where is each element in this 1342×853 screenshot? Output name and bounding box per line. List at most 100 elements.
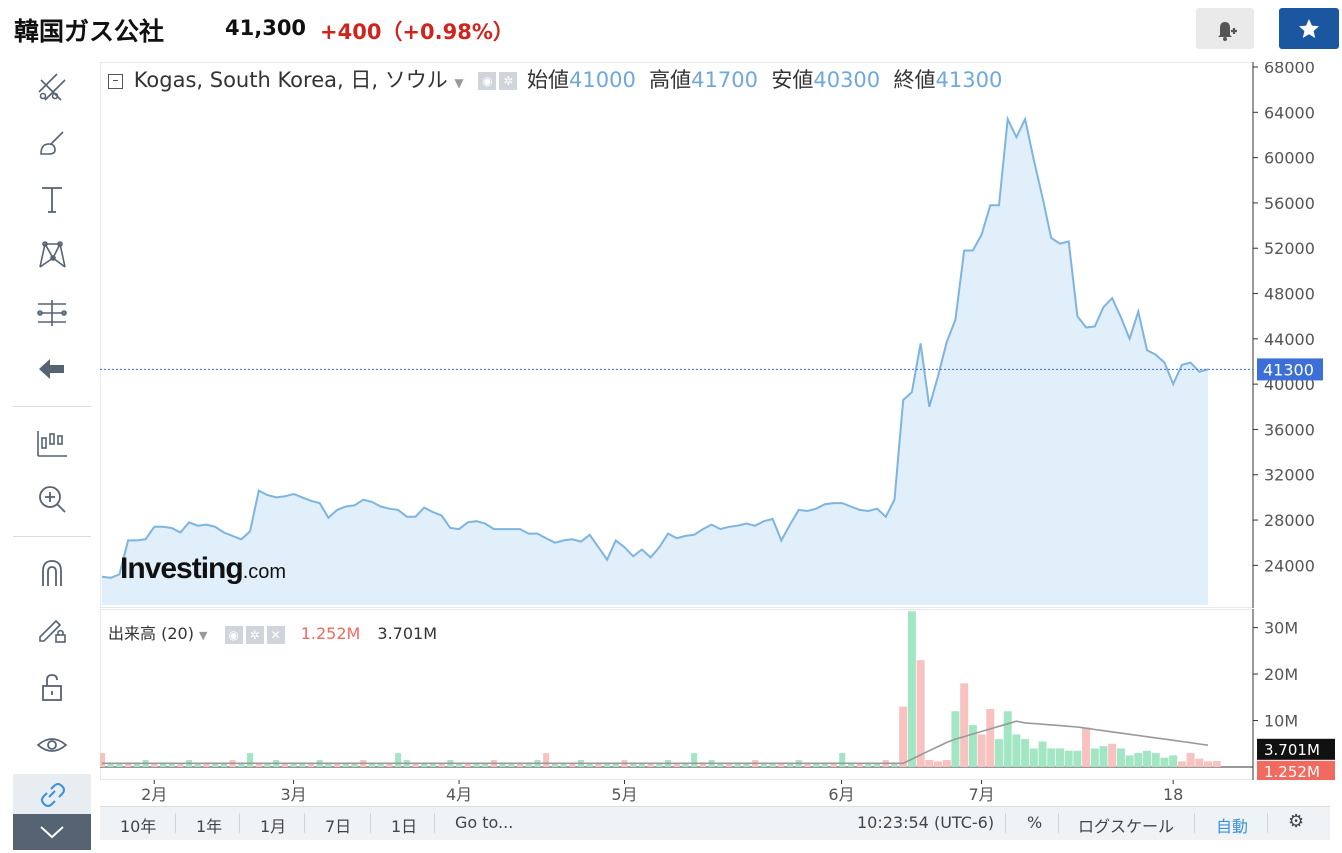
- time-axis[interactable]: 2月 3月 4月 5月 6月 7月 18: [100, 780, 1342, 806]
- y-tick-label: 48000: [1264, 285, 1315, 304]
- magnet-button[interactable]: [13, 548, 91, 598]
- range-1m-button[interactable]: 1月: [260, 817, 287, 836]
- drawing-toolbar: [13, 62, 93, 853]
- volume-bar: [682, 763, 689, 767]
- link-button[interactable]: [13, 774, 91, 814]
- text-tool[interactable]: [13, 174, 91, 224]
- magnet-icon: [42, 560, 62, 586]
- y-tick-label: 32000: [1264, 466, 1315, 485]
- close-value: 41300: [935, 68, 1003, 92]
- range-10y-button[interactable]: 10年: [120, 817, 157, 836]
- volume-bar: [116, 763, 123, 767]
- settings-gear-icon[interactable]: ⚙: [1288, 811, 1305, 832]
- gear-icon[interactable]: ✲: [245, 625, 264, 644]
- chart-area[interactable]: 24000 28000 32000 36000 40000 44000 48000 52000…: [100, 62, 1342, 853]
- hide-toolbar-button[interactable]: [13, 344, 91, 394]
- y-tick-label: 24000: [1264, 556, 1315, 575]
- volume-bar: [421, 763, 428, 767]
- volume-bar: [1195, 758, 1204, 767]
- volume-chart[interactable]: 10M 20M 30M 3.701M 1.252M: [100, 609, 1342, 780]
- page-header: 韓国ガス公社 41,300 +400（+0.98%）: [0, 0, 1342, 62]
- chevron-down-icon[interactable]: ▼: [454, 76, 464, 90]
- volume-bar: [482, 763, 489, 767]
- volume-bar: [1151, 753, 1160, 767]
- log-scale-toggle[interactable]: ログスケール: [1078, 817, 1175, 836]
- visibility-button[interactable]: [13, 720, 91, 770]
- volume-bar: [525, 763, 532, 767]
- gear-icon[interactable]: ✲: [499, 72, 518, 90]
- volume-bar: [977, 734, 986, 767]
- range-7d-button[interactable]: 7日: [325, 817, 352, 836]
- close-label: 終値: [893, 68, 936, 92]
- volume-bar: [438, 763, 445, 767]
- unlock-icon: [42, 674, 62, 701]
- pattern-icon: [39, 241, 66, 268]
- cross-lines-icon: [38, 73, 66, 101]
- volume-bar: [1021, 739, 1030, 767]
- eye-icon: [36, 738, 68, 752]
- lock-drawings-button[interactable]: [13, 604, 91, 654]
- chart-type-button[interactable]: [13, 418, 91, 468]
- volume-bar: [1143, 750, 1152, 767]
- volume-bar: [334, 763, 341, 767]
- eye-icon[interactable]: ◉: [478, 72, 497, 90]
- range-1y-button[interactable]: 1年: [196, 817, 223, 836]
- volume-bar: [1177, 761, 1186, 767]
- brush-tool[interactable]: [13, 118, 91, 168]
- zoom-in-button[interactable]: [13, 474, 91, 524]
- volume-ma-line: [102, 720, 1209, 765]
- low-value: 40300: [813, 68, 881, 92]
- divider: [1267, 813, 1268, 833]
- volume-bar: [1012, 734, 1021, 767]
- cross-lines-tool[interactable]: [13, 62, 91, 112]
- eye-icon[interactable]: ◉: [224, 625, 243, 644]
- volume-bar: [778, 763, 785, 767]
- auto-scale-toggle[interactable]: 自動: [1216, 817, 1249, 836]
- volume-bar: [994, 739, 1003, 767]
- volume-bar: [1090, 748, 1099, 767]
- close-icon[interactable]: ✕: [266, 625, 285, 644]
- volume-bar: [595, 763, 602, 767]
- zoom-in-icon: [39, 486, 66, 513]
- divider: [1194, 813, 1195, 833]
- y-tick-label: 44000: [1264, 330, 1315, 349]
- volume-bar: [1099, 746, 1108, 767]
- volume-bar: [986, 708, 995, 767]
- volume-bar: [203, 763, 210, 767]
- volume-bar: [804, 763, 811, 767]
- price-legend: – Kogas, South Korea, 日, ソウル ▼ ◉ ✲ 始値4100…: [108, 64, 1002, 94]
- pattern-tool[interactable]: [13, 230, 91, 280]
- volume-bar: [429, 763, 436, 767]
- volume-bar: [656, 763, 663, 767]
- volume-ma-value: 3.701M: [377, 624, 437, 643]
- price-change: +400（+0.98%）: [320, 20, 514, 44]
- unlock-button[interactable]: [13, 662, 91, 712]
- volume-bar: [125, 763, 132, 767]
- high-label: 高値: [649, 68, 692, 92]
- y-tick-label: 56000: [1264, 194, 1315, 213]
- link-icon: [41, 783, 65, 807]
- volume-bar: [673, 763, 680, 767]
- volume-bar: [220, 763, 227, 767]
- toolbar-divider: [13, 536, 91, 537]
- chevron-down-icon[interactable]: ▼: [199, 629, 208, 642]
- percent-toggle[interactable]: %: [1027, 813, 1043, 832]
- volume-bar: [586, 763, 593, 767]
- price-chart[interactable]: 2400028000320003600040000440004800052000…: [100, 62, 1342, 608]
- x-tick-label: 5月: [611, 785, 637, 804]
- create-alert-button[interactable]: [1196, 8, 1254, 49]
- collapse-toolbar-button[interactable]: [13, 814, 91, 850]
- add-to-watchlist-button[interactable]: [1279, 8, 1339, 49]
- range-1d-button[interactable]: 1日: [391, 817, 418, 836]
- volume-bar: [874, 763, 881, 767]
- goto-button[interactable]: Go to...: [455, 813, 514, 832]
- brush-icon: [40, 131, 64, 155]
- volume-bar: [351, 763, 358, 767]
- volume-bar: [960, 683, 969, 767]
- investing-logo: Investing.com: [120, 552, 287, 585]
- volume-bar: [212, 763, 219, 767]
- volume-bar: [813, 763, 820, 767]
- legend-collapse-icon[interactable]: –: [108, 73, 123, 89]
- y-tick-label: 36000: [1264, 420, 1315, 439]
- measure-tool[interactable]: [13, 288, 91, 338]
